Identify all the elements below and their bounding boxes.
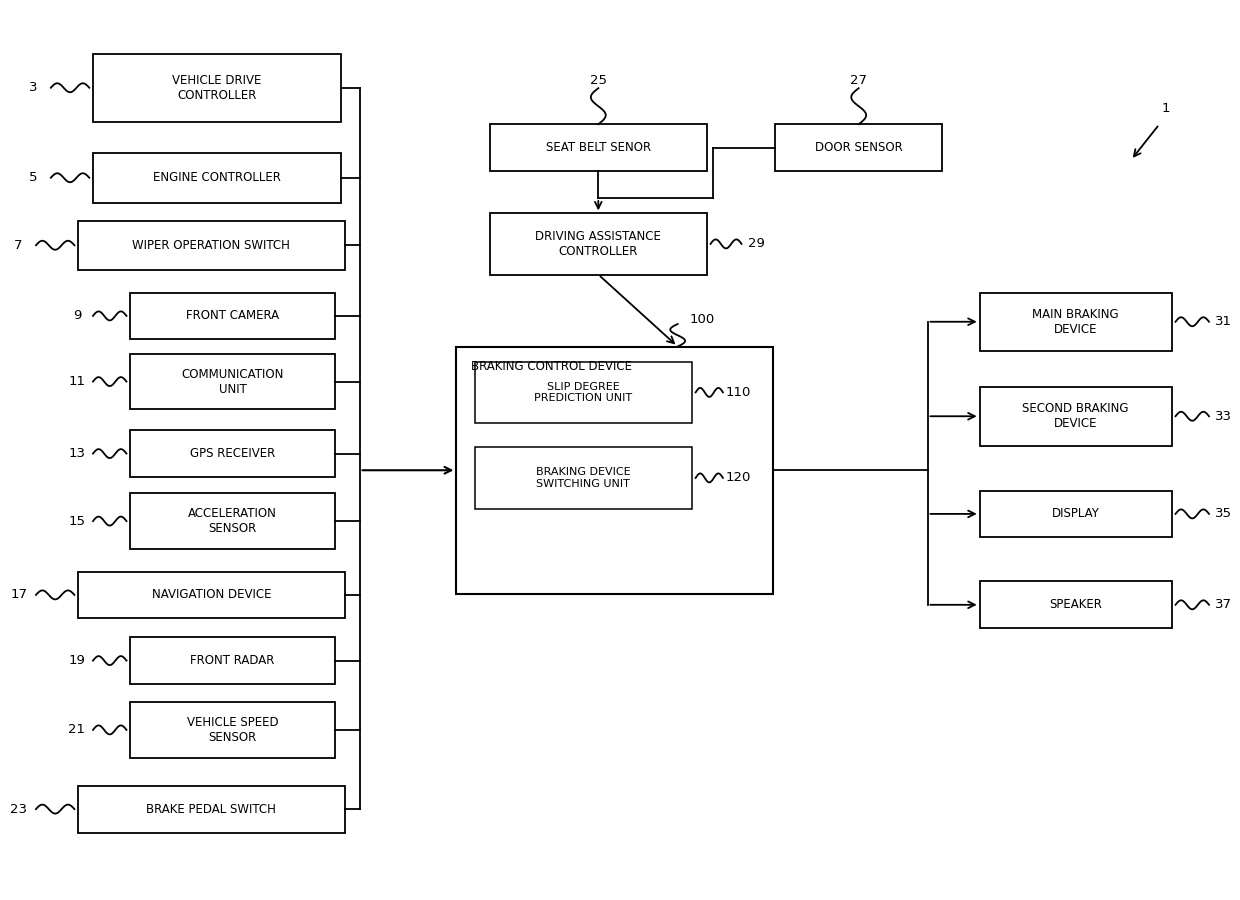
FancyBboxPatch shape: [130, 292, 335, 339]
FancyBboxPatch shape: [78, 786, 345, 833]
Text: DRIVING ASSISTANCE
CONTROLLER: DRIVING ASSISTANCE CONTROLLER: [536, 230, 661, 258]
FancyBboxPatch shape: [980, 491, 1172, 537]
FancyBboxPatch shape: [130, 430, 335, 477]
Text: GPS RECEIVER: GPS RECEIVER: [190, 447, 275, 460]
FancyBboxPatch shape: [980, 581, 1172, 628]
FancyBboxPatch shape: [980, 292, 1172, 351]
Text: DISPLAY: DISPLAY: [1052, 508, 1100, 520]
Text: 27: 27: [851, 75, 867, 87]
Text: BRAKE PEDAL SWITCH: BRAKE PEDAL SWITCH: [146, 803, 277, 815]
Text: SEAT BELT SENOR: SEAT BELT SENOR: [546, 141, 651, 154]
FancyBboxPatch shape: [78, 572, 345, 618]
Text: FRONT CAMERA: FRONT CAMERA: [186, 310, 279, 322]
FancyBboxPatch shape: [456, 346, 773, 594]
Text: SLIP DEGREE
PREDICTION UNIT: SLIP DEGREE PREDICTION UNIT: [534, 382, 632, 403]
Text: 1: 1: [1162, 102, 1169, 114]
FancyBboxPatch shape: [130, 702, 335, 758]
FancyBboxPatch shape: [490, 213, 707, 274]
Text: 37: 37: [1215, 598, 1233, 611]
Text: 19: 19: [68, 654, 86, 667]
Text: 29: 29: [748, 238, 765, 250]
Text: BRAKING CONTROL DEVICE: BRAKING CONTROL DEVICE: [471, 360, 632, 373]
Text: WIPER OPERATION SWITCH: WIPER OPERATION SWITCH: [133, 238, 290, 252]
FancyBboxPatch shape: [130, 493, 335, 549]
Text: SPEAKER: SPEAKER: [1049, 598, 1102, 611]
Text: 100: 100: [689, 313, 715, 326]
Text: SECOND BRAKING
DEVICE: SECOND BRAKING DEVICE: [1023, 402, 1128, 430]
Text: 120: 120: [725, 472, 750, 484]
FancyBboxPatch shape: [490, 124, 707, 171]
Text: NAVIGATION DEVICE: NAVIGATION DEVICE: [151, 589, 272, 601]
Text: 21: 21: [68, 724, 86, 736]
FancyBboxPatch shape: [93, 153, 341, 202]
FancyBboxPatch shape: [93, 54, 341, 122]
FancyBboxPatch shape: [130, 354, 335, 410]
FancyBboxPatch shape: [475, 362, 692, 423]
Text: 5: 5: [30, 171, 37, 184]
Text: VEHICLE DRIVE
CONTROLLER: VEHICLE DRIVE CONTROLLER: [172, 74, 262, 102]
FancyBboxPatch shape: [475, 447, 692, 508]
Text: 35: 35: [1215, 508, 1233, 520]
FancyBboxPatch shape: [980, 387, 1172, 446]
Text: COMMUNICATION
UNIT: COMMUNICATION UNIT: [181, 367, 284, 396]
Text: MAIN BRAKING
DEVICE: MAIN BRAKING DEVICE: [1033, 308, 1118, 336]
Text: 11: 11: [68, 375, 86, 388]
Text: 3: 3: [30, 81, 37, 94]
Text: 110: 110: [725, 386, 750, 399]
Text: 13: 13: [68, 447, 86, 460]
FancyBboxPatch shape: [78, 220, 345, 270]
Text: 7: 7: [15, 238, 22, 252]
Text: ENGINE CONTROLLER: ENGINE CONTROLLER: [153, 171, 281, 184]
Text: 15: 15: [68, 515, 86, 527]
Text: ACCELERATION
SENSOR: ACCELERATION SENSOR: [188, 507, 277, 536]
Text: 31: 31: [1215, 315, 1233, 328]
Text: VEHICLE SPEED
SENSOR: VEHICLE SPEED SENSOR: [187, 716, 278, 744]
Text: DOOR SENSOR: DOOR SENSOR: [815, 141, 903, 154]
Text: 9: 9: [73, 310, 81, 322]
Text: 33: 33: [1215, 410, 1233, 423]
Text: FRONT RADAR: FRONT RADAR: [190, 654, 275, 667]
Text: BRAKING DEVICE
SWITCHING UNIT: BRAKING DEVICE SWITCHING UNIT: [536, 467, 631, 489]
Text: 25: 25: [590, 75, 606, 87]
FancyBboxPatch shape: [130, 637, 335, 684]
Text: 17: 17: [10, 589, 27, 601]
FancyBboxPatch shape: [775, 124, 942, 171]
Text: 23: 23: [10, 803, 27, 815]
